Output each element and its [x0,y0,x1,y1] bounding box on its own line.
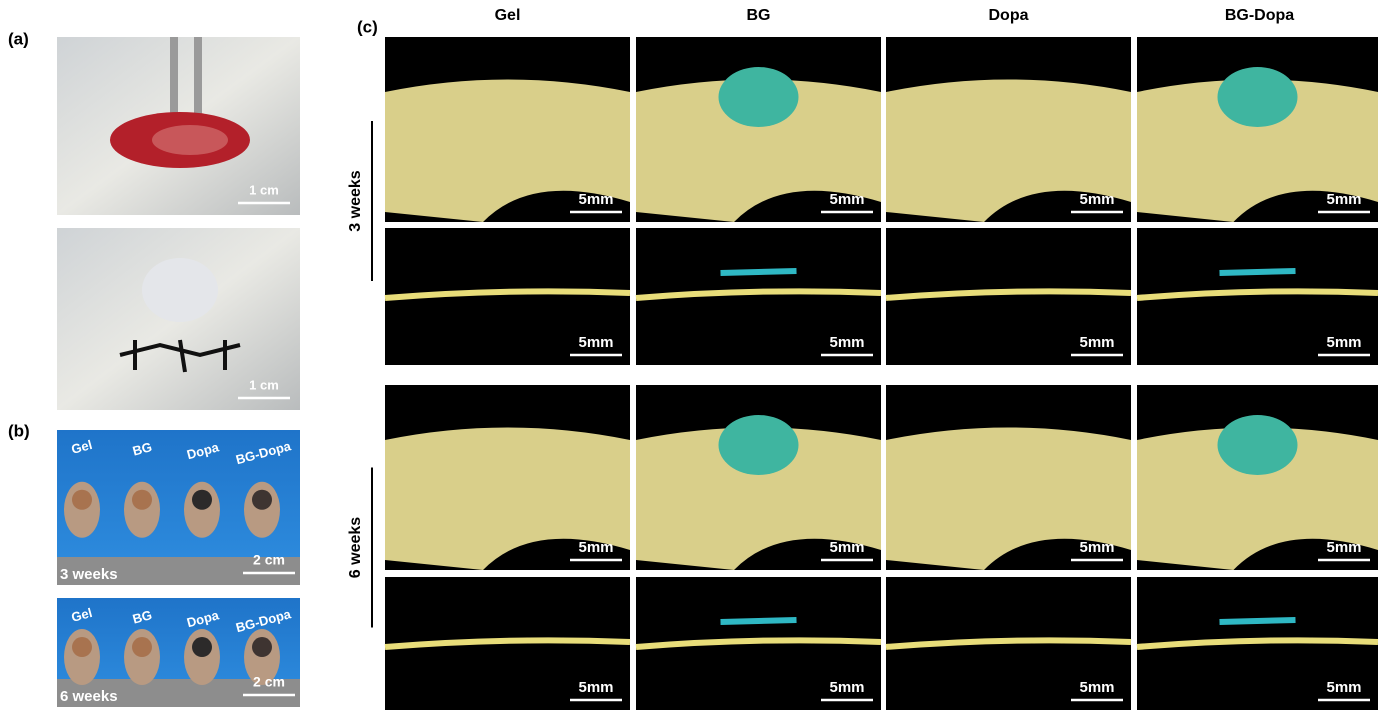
implant-section [1220,271,1296,273]
scale-label: 5mm [578,539,613,556]
row-label: 3 weeks [347,170,364,231]
timepoint: 6 weeks [60,688,118,705]
implant [72,490,92,510]
scale-label: 5mm [829,539,864,556]
implant [132,490,152,510]
implant [132,637,152,657]
column-header: Gel [495,7,521,24]
panel-label: (b) [8,421,30,440]
implant-section [721,271,797,273]
column-header: BG [747,7,771,24]
implant [192,637,212,657]
implant [152,125,228,155]
scale-label: 5mm [1079,191,1114,208]
scale-label: 2 cm [253,552,285,568]
implant [252,490,272,510]
figure: (a) (b) (c) 1 cm 1 cm Gel BG Dopa BG-Dopa 3 we… [0,0,1378,710]
implant [192,490,212,510]
column-header: Dopa [989,7,1029,24]
implant-section [721,620,797,622]
scale-label: 2 cm [253,674,285,690]
tweezers [170,37,178,115]
scale-label: 5mm [578,334,613,351]
scale-label: 1 cm [249,377,279,392]
implant-3d [719,67,799,127]
column-header: BG-Dopa [1225,7,1294,24]
panel-label: (a) [8,29,29,48]
implant [72,637,92,657]
panel-label: (c) [357,17,378,36]
tweezers [194,37,202,115]
scale-label: 5mm [1079,334,1114,351]
scale-label: 5mm [1326,334,1361,351]
implant-3d [719,415,799,475]
scale-label: 5mm [1079,679,1114,696]
implant-3d [1218,415,1298,475]
row-label: 6 weeks [347,517,364,578]
scale-label: 5mm [829,679,864,696]
implant-bulge [142,258,218,322]
scale-label: 5mm [1326,539,1361,556]
implant [252,637,272,657]
scale-label: 5mm [829,191,864,208]
scale-label: 5mm [1079,539,1114,556]
scale-label: 5mm [1326,679,1361,696]
implant-section [1220,620,1296,622]
scale-label: 5mm [578,191,613,208]
scale-label: 5mm [1326,191,1361,208]
scale-label: 5mm [829,334,864,351]
implant-3d [1218,67,1298,127]
scale-label: 1 cm [249,182,279,197]
timepoint: 3 weeks [60,566,118,583]
scale-label: 5mm [578,679,613,696]
